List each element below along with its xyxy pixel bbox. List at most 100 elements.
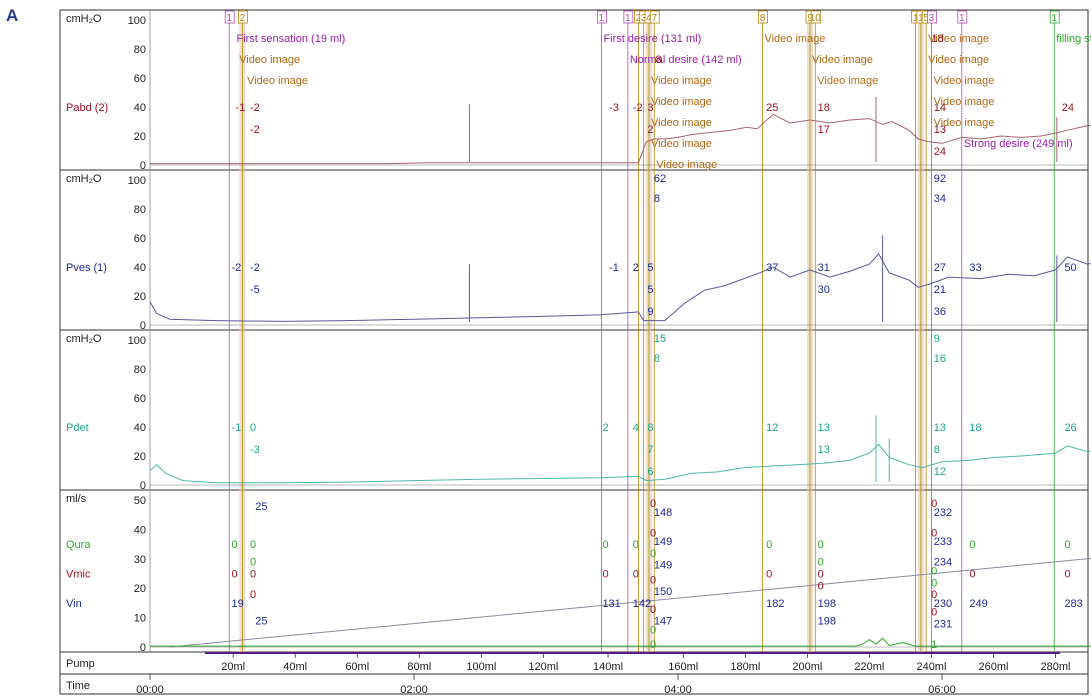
event-marker-box (927, 10, 937, 24)
y-tick-label: 60 (134, 233, 146, 245)
event-value: 0 (232, 539, 238, 551)
y-tick-label: 20 (134, 451, 146, 463)
flow-trace (150, 637, 1091, 647)
event-value: 27 (934, 262, 946, 274)
event-value: 33 (969, 262, 981, 274)
event-value: 0 (602, 539, 608, 551)
signal-trace (150, 113, 1091, 165)
event-value: 25 (766, 102, 778, 114)
event-value: 147 (654, 616, 672, 628)
event-value: 2 (647, 124, 653, 136)
panel-unit: ml/s (66, 493, 87, 505)
event-value: 0 (1064, 569, 1070, 581)
event-value: 62 (654, 173, 666, 185)
time-tick-label: 00:00 (136, 684, 164, 696)
event-value: 0 (250, 422, 256, 434)
pump-axis-label: Pump (66, 658, 95, 670)
y-tick-label: 100 (128, 335, 146, 347)
pump-tick-label: 80ml (407, 661, 431, 673)
event-annotation: Video image (656, 159, 717, 171)
pump-tick-label: 160ml (668, 661, 698, 673)
pump-tick-label: 260ml (978, 661, 1008, 673)
event-marker-box (810, 10, 821, 24)
event-value: 36 (934, 306, 946, 318)
pump-tick-label: 40ml (283, 661, 307, 673)
pump-tick-label: 220ml (854, 661, 884, 673)
event-value: 0 (633, 539, 639, 551)
event-value: 0 (232, 569, 238, 581)
y-tick-label: 50 (134, 495, 146, 507)
event-value: 8 (654, 193, 660, 205)
event-value: 0 (633, 569, 639, 581)
event-marker-box (957, 10, 968, 24)
pump-tick-label: 120ml (528, 661, 558, 673)
event-value: 198 (818, 616, 836, 628)
event-annotation: First sensation (19 ml) (236, 33, 345, 45)
event-marker-label: 5 (923, 13, 929, 24)
event-value: -2 (633, 102, 643, 114)
event-annotation: First desire (131 ml) (603, 33, 701, 45)
event-value: 7 (647, 444, 653, 456)
event-marker-label: 3 (929, 13, 935, 24)
event-value: 0 (766, 569, 772, 581)
event-marker-box (623, 10, 634, 24)
event-annotation: Video image (247, 75, 308, 87)
event-marker-label: 1 (1051, 13, 1057, 24)
event-value: 17 (818, 124, 830, 136)
event-annotation: Video image (933, 75, 994, 87)
pump-tick-label: 60ml (345, 661, 369, 673)
event-value: 231 (934, 618, 952, 630)
event-value: 25 (255, 501, 267, 513)
event-value: 15 (654, 333, 666, 345)
event-annotation-number: 8 (656, 54, 662, 66)
event-annotation: Video image (928, 54, 989, 66)
time-tick-label: 02:00 (400, 684, 428, 696)
event-value: -5 (250, 284, 260, 296)
y-tick-label: 40 (134, 102, 146, 114)
event-value: 142 (633, 598, 651, 610)
event-value: 8 (647, 422, 653, 434)
channel-label: Vmic (66, 569, 91, 581)
pump-tick-label: 280ml (1041, 661, 1071, 673)
event-value: -2 (250, 262, 260, 274)
y-tick-label: 80 (134, 44, 146, 56)
event-value: 13 (818, 444, 830, 456)
event-value: 0 (250, 589, 256, 601)
event-value: 0 (650, 639, 656, 651)
event-annotation: Normal desire (142 ml) (630, 54, 742, 66)
event-value: 0 (818, 569, 824, 581)
event-value: 16 (934, 353, 946, 365)
event-value: 13 (934, 124, 946, 136)
event-value: 0 (931, 527, 937, 539)
event-annotation: Video image (933, 117, 994, 129)
event-value: 13 (934, 422, 946, 434)
event-value: 4 (633, 422, 639, 434)
event-annotation: Video image (928, 33, 989, 45)
chart-frame (59, 9, 1089, 695)
y-tick-label: 60 (134, 73, 146, 85)
event-value: 0 (650, 604, 656, 616)
event-annotation: Video image (239, 54, 300, 66)
event-value: 5 (647, 284, 653, 296)
event-value: -1 (235, 102, 245, 114)
y-tick-label: 0 (140, 160, 146, 172)
event-marker-box (237, 10, 248, 24)
time-tick-label: 06:00 (928, 684, 956, 696)
event-annotation: Video image (933, 96, 994, 108)
y-tick-label: 10 (134, 613, 146, 625)
event-annotation: Video image (764, 33, 825, 45)
event-value: 249 (969, 598, 987, 610)
y-tick-label: 0 (140, 320, 146, 332)
y-tick-label: 40 (134, 262, 146, 274)
event-marker-box (597, 10, 607, 24)
pump-tick-label: 240ml (916, 661, 946, 673)
event-value: 37 (766, 262, 778, 274)
event-value: 0 (969, 569, 975, 581)
event-value: 2 (602, 422, 608, 434)
event-value: 0 (931, 566, 937, 578)
event-marker-label: 3 (641, 13, 647, 24)
volume-trace (169, 558, 1091, 648)
y-tick-label: 100 (128, 175, 146, 187)
event-annotation: Video image (651, 96, 712, 108)
event-marker-box (224, 10, 235, 24)
